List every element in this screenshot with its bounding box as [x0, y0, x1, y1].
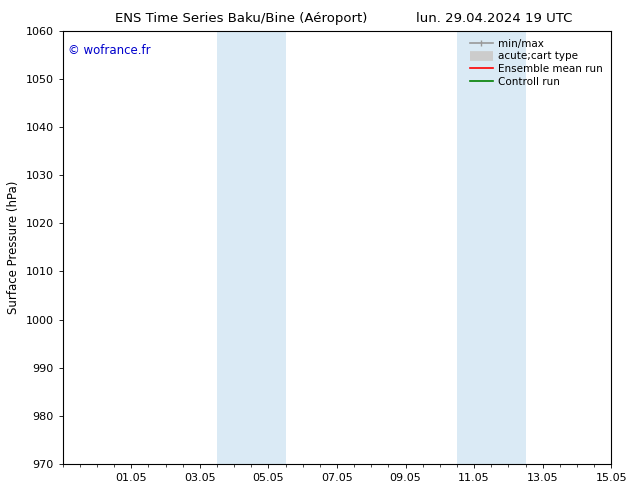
Legend: min/max, acute;cart type, Ensemble mean run, Controll run: min/max, acute;cart type, Ensemble mean …	[467, 36, 606, 90]
Bar	[457, 30, 526, 464]
Text: ENS Time Series Baku/Bine (Aéroport): ENS Time Series Baku/Bine (Aéroport)	[115, 12, 367, 25]
Text: © wofrance.fr: © wofrance.fr	[68, 44, 151, 56]
Bar	[217, 30, 285, 464]
Y-axis label: Surface Pressure (hPa): Surface Pressure (hPa)	[7, 181, 20, 314]
Text: lun. 29.04.2024 19 UTC: lun. 29.04.2024 19 UTC	[417, 12, 573, 25]
